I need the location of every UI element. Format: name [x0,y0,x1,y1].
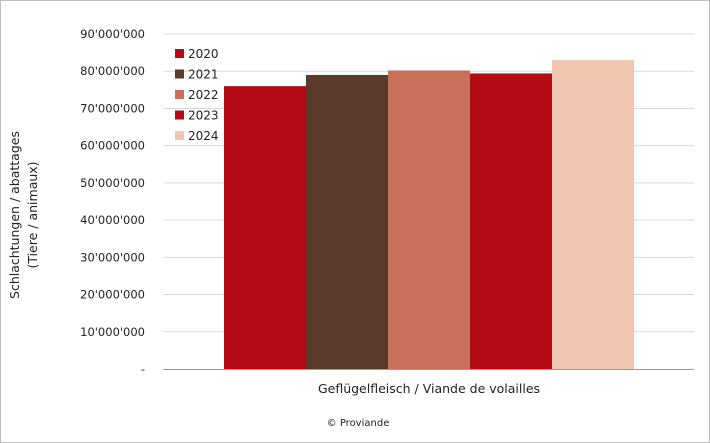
y-tick-label: 30'000'000 [80,250,145,264]
y-tick-label: 70'000'000 [80,101,145,115]
legend-swatch [175,110,184,120]
y-tick-label: 60'000'000 [80,139,145,153]
bar-2022 [388,70,470,369]
bar-2023 [470,73,552,369]
legend-swatch [175,69,184,79]
bar-2020 [224,86,306,369]
legend-label: 2022 [188,88,219,102]
y-tick-label: - [141,362,145,376]
y-tick-label: 80'000'000 [80,64,145,78]
credit-text: © Proviande [327,418,390,429]
y-tick-label: 10'000'000 [80,325,145,339]
y-tick-label: 20'000'000 [80,288,145,302]
y-axis-title-line1: Schlachtungen / abattages [7,131,22,299]
y-tick-label: 40'000'000 [80,213,145,227]
bar-2024 [552,60,634,370]
y-axis-title-line2: (Tiere / animaux) [25,161,40,268]
bars [224,60,634,370]
legend-label: 2021 [188,68,219,82]
legend-swatch [175,90,184,99]
x-axis-title: Geflügelfleisch / Viande de volailles [318,381,540,396]
legend-label: 2020 [188,47,219,61]
y-tick-label: 90'000'000 [80,27,145,41]
legend-label: 2024 [188,129,219,143]
legend: 2020 2021 2022 2023 2024 [175,47,219,143]
legend-swatch [175,131,184,140]
legend-swatch [175,49,184,58]
y-tick-labels: - 10'000'000 20'000'000 30'000'000 40'000'00… [80,27,145,376]
bar-2021 [306,74,388,369]
y-tick-label: 50'000'000 [80,176,145,190]
legend-label: 2023 [188,109,219,123]
